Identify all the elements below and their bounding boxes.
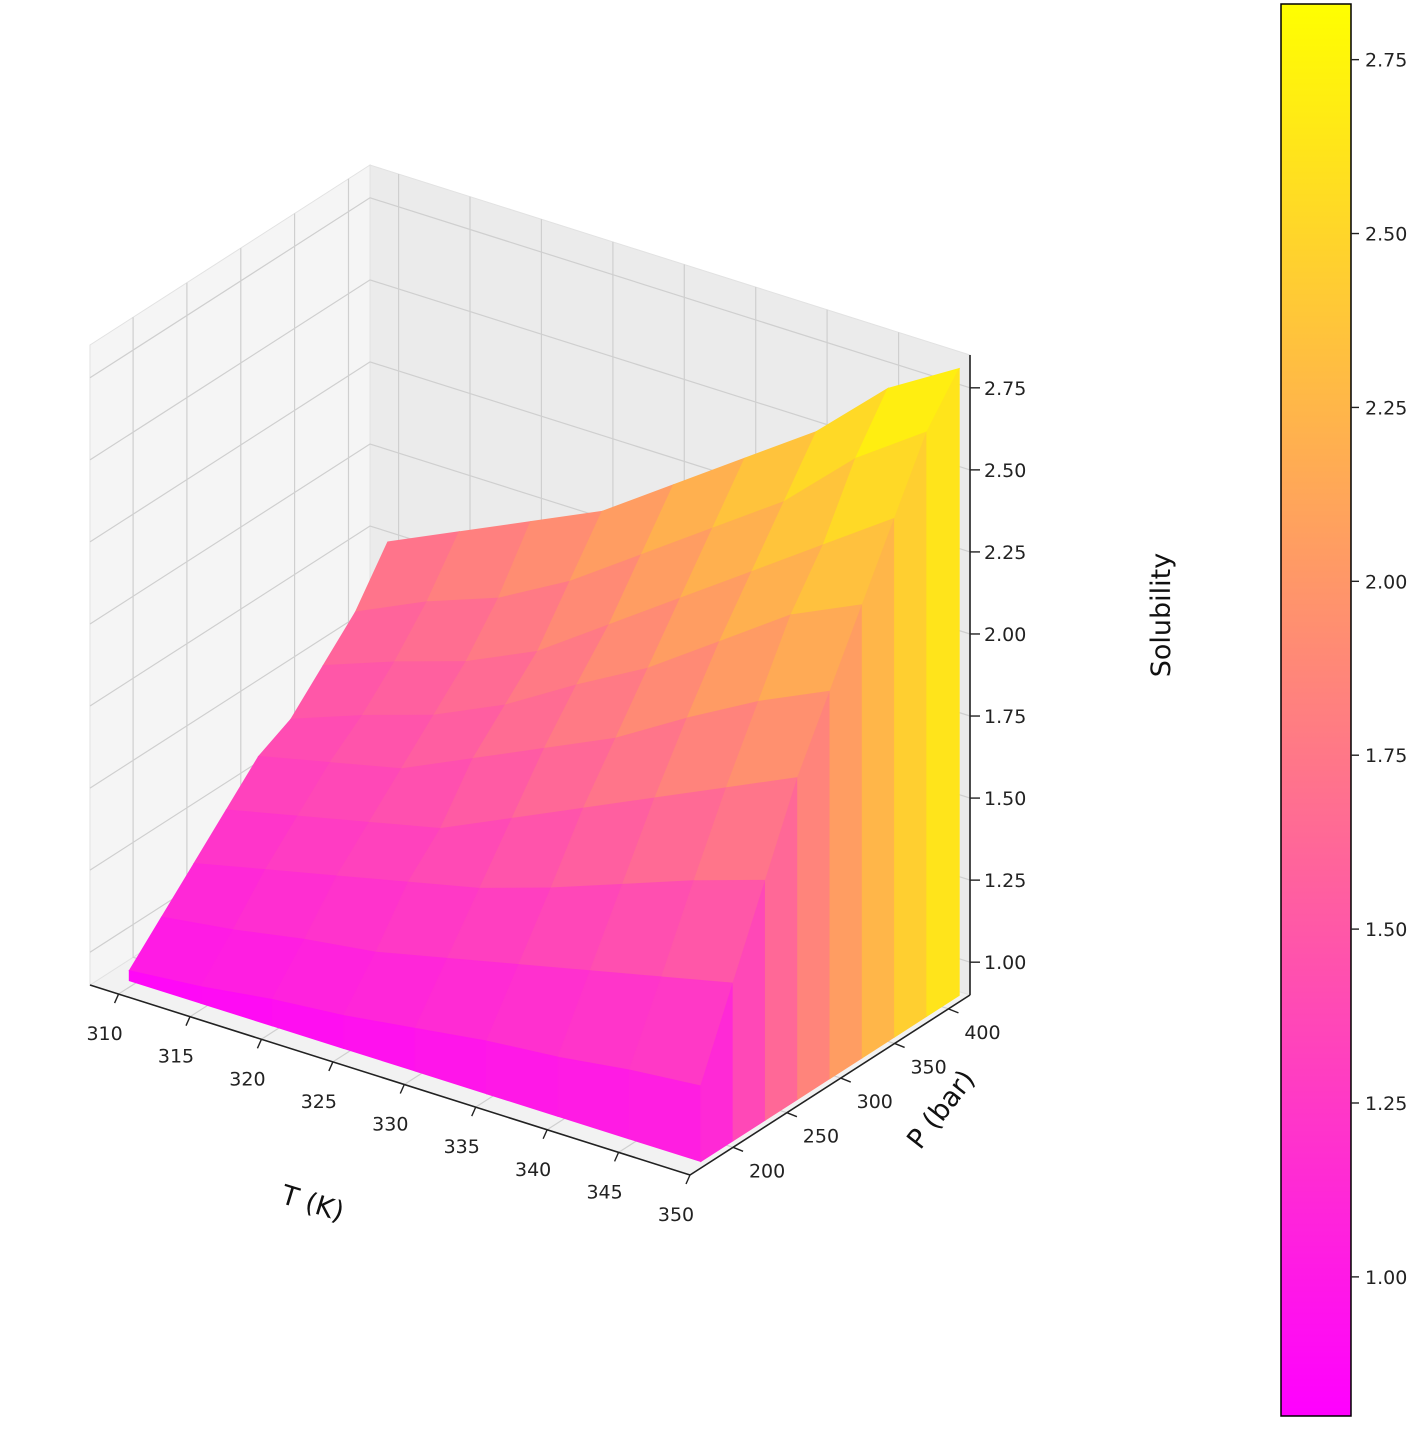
gridline-z [89, 279, 971, 471]
x-tick [613, 1152, 620, 1162]
x-tick-label: 345 [586, 1181, 622, 1203]
x-axis-label: T (K) [276, 1179, 347, 1228]
z-tick-label: 2.25 [984, 542, 1026, 564]
x-tick-label: 315 [158, 1046, 194, 1068]
z-tick-label: 1.00 [984, 952, 1026, 974]
y-tick-label: 300 [857, 1091, 893, 1113]
surface-side-wall [926, 368, 960, 1018]
x-tick-label: 320 [229, 1068, 265, 1090]
x-tick-label: 310 [86, 1023, 122, 1045]
surface-plot [128, 367, 961, 1163]
y-tick-label: 250 [803, 1126, 839, 1148]
colorbar-tick-label: 2.00 [1365, 571, 1407, 593]
colorbar-tick-label: 2.75 [1365, 50, 1407, 72]
colorbar-tick-label: 1.25 [1365, 1093, 1407, 1115]
z-tick-label: 2.50 [984, 460, 1026, 482]
y-tick [786, 1112, 798, 1118]
x-tick [542, 1129, 548, 1140]
surface-side-wall [894, 431, 928, 1038]
colorbar-tick-label: 2.25 [1365, 397, 1407, 419]
z-tick-label: 1.50 [984, 788, 1026, 810]
tick-labels: 310 315 320 325 330 335 340 345 350 200 250 300 350 4… [86, 378, 1026, 1226]
colorbar-gradient [1280, 3, 1352, 1417]
x-tick [471, 1106, 477, 1117]
colorbar: 1.00 1.25 1.50 1.75 2.00 2.25 2.50 2.75 [1280, 3, 1407, 1417]
y-tick-label: 400 [964, 1022, 1000, 1044]
z-tick-label: 1.25 [984, 870, 1026, 892]
colorbar-tick-label: 1.75 [1365, 745, 1407, 767]
x-tick-label: 335 [444, 1136, 480, 1158]
y-tick [732, 1146, 744, 1152]
z-tick-label: 2.00 [984, 624, 1026, 646]
x-tick [185, 1016, 191, 1026]
z-axis-label: Solubility [1146, 553, 1177, 678]
x-tick [113, 993, 120, 1004]
colorbar-tick-label: 2.50 [1365, 224, 1407, 246]
y-tick-label: 200 [749, 1160, 785, 1182]
colorbar-ticks: 1.00 1.25 1.50 1.75 2.00 2.25 2.50 2.75 [1351, 50, 1407, 1289]
y-tick [840, 1077, 852, 1083]
x-tick-label: 330 [372, 1114, 408, 1136]
surface-side-wall [861, 518, 896, 1059]
colorbar-tick-label: 1.50 [1365, 919, 1407, 941]
y-axis-line [689, 994, 971, 1176]
x-tick [328, 1061, 334, 1072]
z-tick-label: 1.75 [984, 706, 1026, 728]
x-tick [685, 1174, 691, 1185]
x-tick [399, 1084, 405, 1094]
y-tick [894, 1042, 905, 1049]
x-tick-label: 340 [515, 1159, 551, 1181]
z-tick-label: 2.75 [984, 378, 1026, 400]
x-tick-label: 325 [301, 1091, 337, 1113]
x-tick [256, 1039, 263, 1049]
x-tick-label: 350 [658, 1204, 694, 1226]
y-tick-label: 350 [910, 1056, 946, 1078]
gridline-z [89, 197, 971, 389]
y-tick [948, 1008, 959, 1014]
colorbar-tick-label: 1.00 [1365, 1267, 1407, 1289]
